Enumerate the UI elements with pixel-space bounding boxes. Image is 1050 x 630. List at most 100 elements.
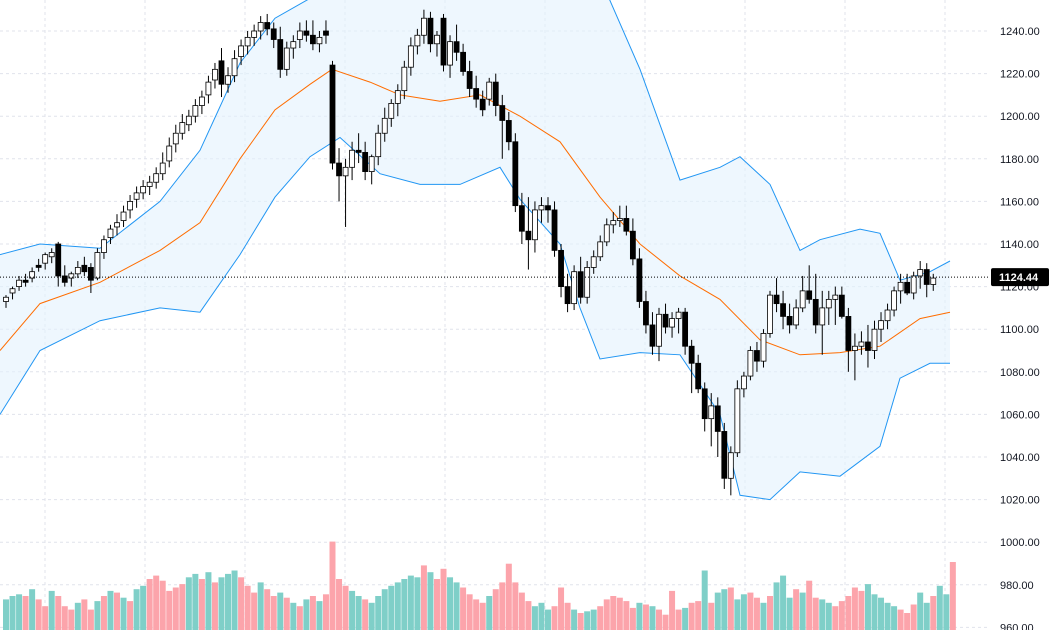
candle: [172, 124, 179, 153]
candle: [636, 248, 643, 308]
candle-body: [179, 122, 186, 134]
y-tick-label: 980.00: [1000, 580, 1034, 592]
volume-bar: [166, 590, 173, 630]
candle: [427, 11, 434, 53]
volume-bar: [571, 609, 578, 630]
candle-body: [16, 279, 22, 287]
candle: [22, 273, 29, 287]
candle-body: [904, 281, 911, 294]
candle: [695, 354, 702, 394]
candle-body: [296, 30, 303, 40]
candle-body: [884, 309, 891, 322]
volume-bar: [16, 594, 23, 630]
volume-bar: [845, 596, 852, 630]
candle-body: [819, 307, 826, 326]
candle-body: [401, 66, 408, 92]
volume-bar: [799, 592, 806, 630]
volume-bar: [786, 597, 793, 630]
candle-body: [780, 303, 786, 317]
candle-body: [740, 375, 747, 390]
volume-bar: [695, 601, 702, 630]
volume-bar: [336, 579, 343, 630]
candle-body: [486, 81, 493, 100]
candle-body: [153, 173, 160, 183]
candle: [714, 397, 721, 457]
volume-bar: [146, 579, 153, 630]
volume-bar: [94, 601, 101, 630]
volume-bar: [270, 596, 277, 630]
candle-body: [381, 117, 388, 134]
candle: [251, 24, 258, 46]
candle-body: [793, 307, 800, 326]
candle-body: [930, 277, 937, 285]
candle-body: [434, 34, 440, 45]
candle: [368, 154, 375, 185]
candle: [917, 261, 924, 289]
volume-bar: [120, 597, 127, 630]
candle: [81, 256, 88, 276]
candle-body: [192, 105, 199, 117]
candle-body: [910, 275, 917, 294]
candle: [407, 37, 414, 76]
candle-body: [257, 22, 264, 32]
candle: [42, 252, 49, 270]
volume-bar: [394, 582, 401, 630]
volume-bar: [257, 582, 264, 630]
candle-body: [825, 298, 832, 309]
candle-body: [538, 205, 545, 211]
candle-body: [303, 30, 310, 36]
candle: [486, 77, 493, 106]
volume-bar: [558, 587, 565, 630]
volume-bar: [636, 602, 643, 630]
candle: [806, 265, 813, 304]
candle: [3, 295, 9, 308]
volume-bar: [897, 609, 904, 630]
candle-body: [22, 279, 29, 283]
candle: [891, 286, 897, 317]
last-price-tag: 1124.44: [991, 268, 1049, 287]
candle-body: [832, 294, 839, 300]
volume-bar: [303, 599, 310, 630]
volume-bar: [283, 597, 290, 630]
volume-bar: [375, 596, 382, 630]
candle: [55, 241, 62, 287]
candle-body: [394, 90, 401, 104]
moving-average-line: [0, 68, 951, 356]
candle-body: [754, 350, 760, 362]
volume-bar: [662, 614, 669, 630]
candle-body: [205, 81, 212, 96]
candle: [662, 303, 669, 334]
volume-bar: [479, 602, 486, 630]
candle: [316, 31, 323, 53]
volume-bar: [127, 601, 134, 630]
candle-body: [55, 243, 62, 277]
candle-body: [159, 162, 166, 175]
volume-bar: [505, 563, 512, 630]
candle-body: [146, 181, 153, 187]
candle-body: [708, 405, 715, 420]
volume-bar: [22, 596, 29, 630]
candle-body: [649, 324, 656, 347]
volume-bar: [943, 594, 950, 630]
candle: [643, 290, 649, 334]
volume-bar: [878, 597, 885, 630]
candle: [512, 133, 519, 213]
volume-bar: [767, 596, 774, 630]
candle-body: [571, 271, 578, 305]
candle-body: [447, 41, 453, 66]
candle-body: [283, 47, 290, 70]
candle-body: [629, 230, 636, 260]
candle-body: [166, 145, 173, 162]
volume-bar: [381, 589, 388, 630]
candle-body: [512, 141, 519, 207]
candle: [61, 265, 68, 287]
candle-body: [721, 431, 728, 479]
volume-bar: [629, 607, 636, 630]
candle-body: [349, 149, 355, 168]
candle: [499, 94, 506, 159]
volume-bar: [55, 596, 62, 630]
candle: [225, 67, 231, 93]
candle: [701, 382, 708, 432]
volume-bar: [87, 609, 94, 630]
